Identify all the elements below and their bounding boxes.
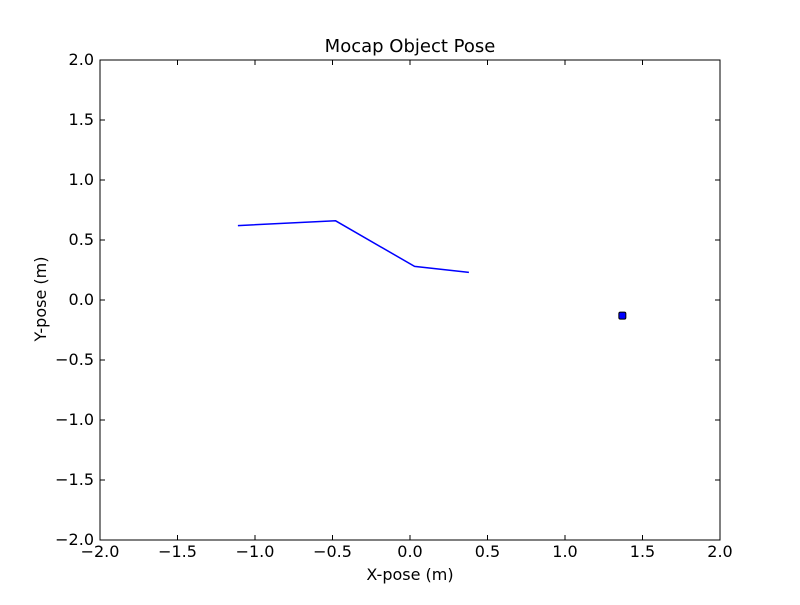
y-tick-label: 1.5 xyxy=(69,110,94,129)
y-tick-label: −1.5 xyxy=(55,470,94,489)
x-tick-label: 0.0 xyxy=(397,542,422,561)
y-tick-label: −2.0 xyxy=(55,530,94,549)
y-axis-label: Y-pose (m) xyxy=(31,257,50,343)
y-tick-label: −0.5 xyxy=(55,350,94,369)
current-pose-marker xyxy=(618,311,627,320)
x-axis-label: X-pose (m) xyxy=(366,565,453,584)
x-tick-label: −0.5 xyxy=(313,542,352,561)
x-tick-label: −1.5 xyxy=(158,542,197,561)
trajectory-line xyxy=(237,220,469,274)
y-tick-label: 0.5 xyxy=(69,230,94,249)
x-tick-label: −2.0 xyxy=(81,542,120,561)
x-tick-label: 1.5 xyxy=(630,542,655,561)
axes-layer: −2.0 −1.5 −1.0 −0.5 0.0 0.5 1.0 1.5 2.0 −2.0 −1.5 −… xyxy=(55,50,733,561)
x-tick-label: 0.5 xyxy=(475,542,500,561)
y-tick-label: 0.0 xyxy=(69,290,94,309)
y-tick-label: 2.0 xyxy=(69,50,94,69)
y-tick-label: −1.0 xyxy=(55,410,94,429)
x-tick-label: −1.0 xyxy=(236,542,275,561)
x-tick-label: 2.0 xyxy=(707,542,732,561)
plot-layer xyxy=(237,220,627,320)
chart-title: Mocap Object Pose xyxy=(325,36,496,57)
x-tick-label: 1.0 xyxy=(552,542,577,561)
y-tick-label: 1.0 xyxy=(69,170,94,189)
